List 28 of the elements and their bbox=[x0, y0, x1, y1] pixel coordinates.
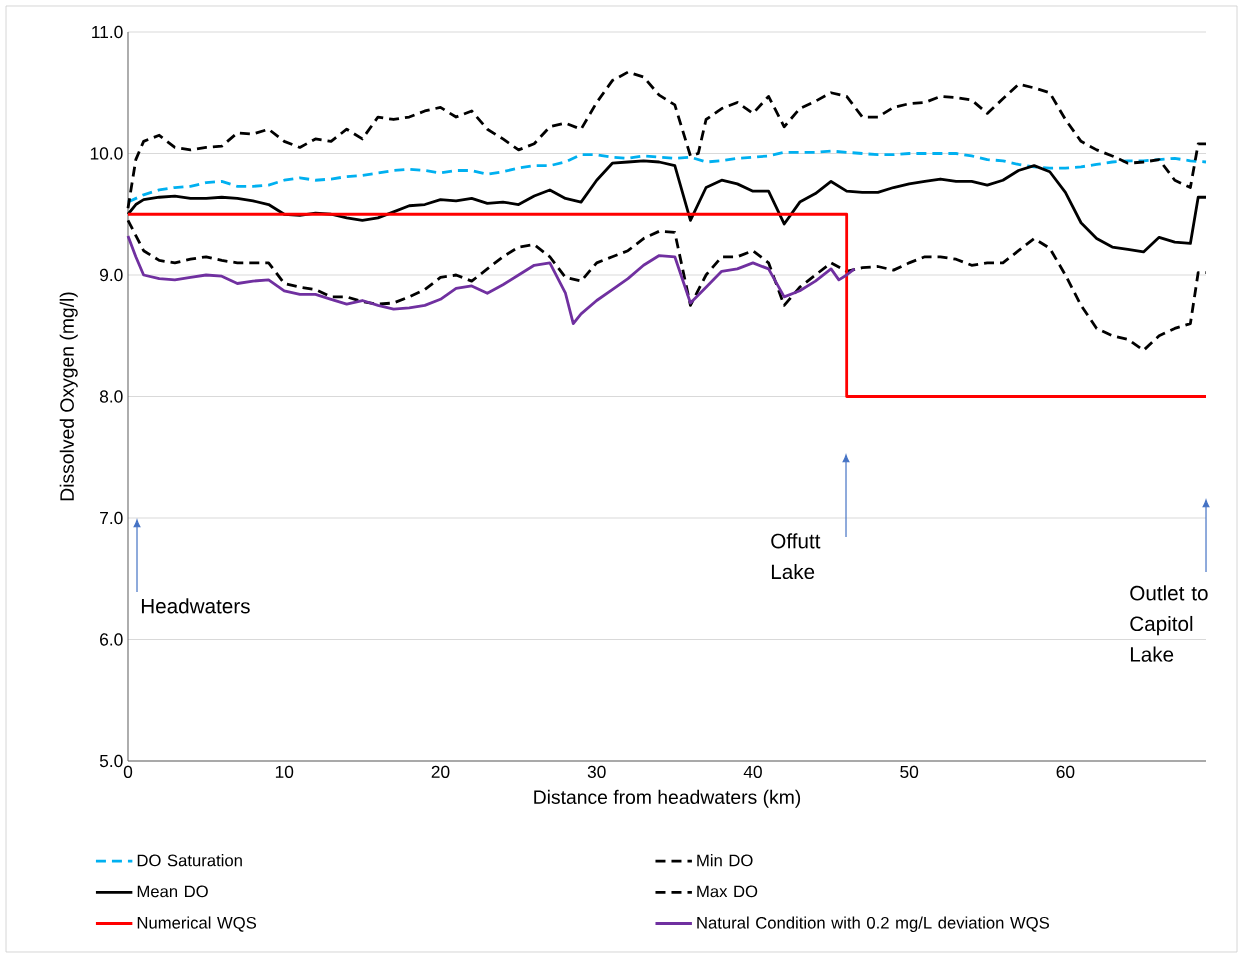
y-tick-label: 5.0 bbox=[99, 754, 123, 768]
y-tick-label: 6.0 bbox=[100, 633, 123, 646]
y-tick-label: 11.0 bbox=[92, 25, 123, 39]
annotation: Offutt Lake bbox=[771, 533, 821, 580]
y-tick-label: 8.0 bbox=[99, 390, 123, 403]
x-tick-label: 30 bbox=[587, 765, 606, 778]
y-tick-label: 9.0 bbox=[100, 268, 123, 282]
line-series bbox=[126, 234, 856, 325]
legend-label: Min DO bbox=[697, 854, 753, 867]
x-tick-label: 10 bbox=[275, 765, 294, 778]
line-series bbox=[126, 159, 1208, 254]
legend-label: DO Saturation bbox=[137, 854, 242, 867]
y-tick-label: 7.0 bbox=[100, 511, 123, 525]
legend-label: Natural Condition with 0.2 mg/L deviation WQS bbox=[697, 916, 1049, 932]
y-tick-label: 10.0 bbox=[90, 147, 123, 160]
legend-label: Numerical WQS bbox=[137, 916, 257, 932]
x-tick-label: 0 bbox=[123, 765, 133, 778]
legend-label: Mean DO bbox=[137, 885, 208, 898]
x-tick-label: 60 bbox=[1056, 765, 1075, 778]
y-axis-title: Dissolved Oxygen (mg/l) bbox=[59, 292, 78, 501]
x-tick-label: 40 bbox=[743, 765, 762, 778]
annotation: Outlet to Capitol Lake bbox=[1130, 585, 1208, 662]
annotation: Headwaters bbox=[141, 598, 250, 614]
legend-label: Max DO bbox=[697, 885, 758, 898]
x-axis-title: Distance from headwaters (km) bbox=[534, 789, 801, 808]
x-tick-label: 20 bbox=[431, 765, 450, 778]
line-series bbox=[126, 70, 1208, 210]
x-tick-label: 50 bbox=[900, 765, 919, 778]
